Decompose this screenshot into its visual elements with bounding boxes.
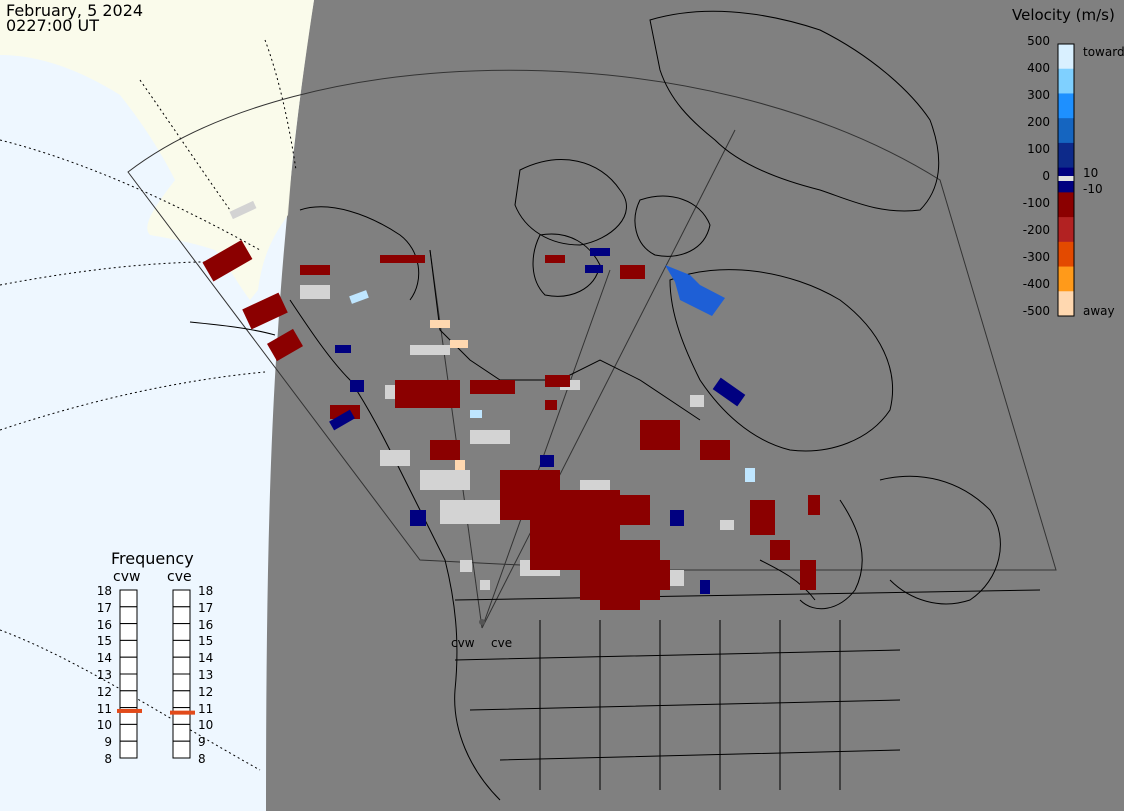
frequency-cell-cvw [119, 673, 138, 692]
frequency-bars [117, 589, 195, 759]
frequency-tick-label: 10 [198, 718, 214, 733]
legend-tick-label: -400 [1022, 277, 1050, 291]
colorbar-frame [1057, 43, 1075, 317]
frequency-tick-label: 16 [96, 617, 112, 632]
legend-tick-label: -500 [1022, 304, 1050, 318]
frequency-tick-label: 14 [96, 651, 112, 666]
colorbar-zero-band [1058, 176, 1074, 181]
frequency-tick-label: 8 [198, 752, 206, 766]
frequency-cell-cvw [119, 623, 138, 641]
frequency-cell-cvw [119, 690, 138, 709]
frequency-cell-cve [172, 723, 191, 742]
frequency-tick-label: 11 [96, 701, 112, 716]
frequency-tick-label: 17 [198, 600, 214, 615]
colorbar-segment [1058, 217, 1074, 243]
frequency-tick-label: 9 [198, 735, 206, 750]
frequency-cell-cvw [119, 589, 138, 608]
velocity-high-away-cells [430, 320, 468, 470]
legend-threshold-negative: -10 [1083, 182, 1103, 196]
frequency-cell-cve [172, 690, 191, 709]
colorbar-segment [1058, 68, 1074, 94]
frequency-tick-label: 15 [96, 634, 112, 649]
velocity-away-cells [202, 239, 820, 610]
frequency-cell-cve [172, 589, 191, 608]
colorbar-segment [1058, 291, 1074, 317]
frequency-cell-cve [172, 606, 191, 625]
colorbar-segment [1058, 192, 1074, 218]
legend-toward-label: toward [1083, 45, 1124, 59]
frequency-cell-cvw [119, 740, 138, 759]
velocity-colorbar [1057, 43, 1075, 317]
legend-title: Velocity (m/s) [1012, 6, 1115, 24]
frequency-tick-label: 8 [104, 752, 112, 766]
date-label: February, 5 2024 [6, 1, 144, 20]
frequency-cell-cve [172, 656, 191, 675]
frequency-radar-label-cvw: cvw [113, 569, 141, 585]
frequency-cell-cve [172, 673, 191, 692]
legend-threshold-positive: 10 [1083, 166, 1099, 180]
frequency-tick-label: 12 [96, 684, 112, 699]
frequency-tick-label: 9 [104, 735, 112, 750]
site-label-cve: cve [491, 636, 513, 650]
frequency-marker-cvw [117, 708, 142, 713]
legend-tick-label: -100 [1022, 196, 1050, 210]
coastlines [189, 10, 1041, 801]
legend-tick-label: 300 [1027, 88, 1050, 102]
frequency-tick-label: 18 [198, 584, 214, 598]
fov-outline [127, 69, 1057, 629]
frequency-tick-label: 17 [96, 600, 112, 615]
frequency-cell-cvw [119, 656, 138, 675]
colorbar-segment [1058, 93, 1074, 119]
velocity-toward-cells [329, 248, 755, 594]
legend-tick-label: -300 [1022, 250, 1050, 264]
frequency-cell-cve [172, 623, 191, 641]
colorbar-segment [1058, 44, 1074, 70]
legend-tick-label: 100 [1027, 142, 1050, 156]
frequency-cell-cve [172, 740, 191, 759]
time-label: 0227:00 UT [6, 16, 100, 35]
legend-tick-label: 0 [1042, 169, 1050, 183]
frequency-tick-label: 15 [198, 634, 214, 649]
frequency-cell-cve [172, 707, 191, 725]
frequency-tick-label: 18 [96, 584, 112, 598]
frequency-tick-label: 16 [198, 617, 214, 632]
legend-tick-label: -200 [1022, 223, 1050, 237]
colorbar-segment [1058, 241, 1074, 268]
legend-tick-label: 500 [1027, 34, 1050, 48]
colorbar-segment [1058, 142, 1074, 169]
site-label-cvw: cvw [451, 636, 475, 650]
frequency-cell-cvw [119, 606, 138, 625]
frequency-tick-label: 13 [96, 668, 112, 682]
frequency-cell-cvw [119, 723, 138, 742]
frequency-marker-cve [170, 710, 195, 715]
legend-away-label: away [1083, 304, 1115, 318]
frequency-tick-label: 11 [198, 701, 214, 716]
legend-tick-label: 200 [1027, 115, 1050, 129]
daylit-land [0, 0, 314, 300]
legend-tick-label: 400 [1027, 61, 1050, 75]
frequency-cell-cvw [119, 639, 138, 658]
frequency-tick-label: 10 [96, 718, 112, 733]
frequency-tick-label: 14 [198, 651, 214, 666]
frequency-tick-label: 12 [198, 684, 214, 699]
colorbar-segment [1058, 118, 1074, 144]
radar-site-marker [479, 619, 485, 625]
frequency-radar-label-cve: cve [167, 569, 192, 585]
colorbar-segment [1058, 266, 1074, 292]
frequency-title: Frequency [111, 549, 194, 568]
frequency-tick-label: 13 [198, 668, 214, 682]
frequency-cell-cve [172, 639, 191, 658]
